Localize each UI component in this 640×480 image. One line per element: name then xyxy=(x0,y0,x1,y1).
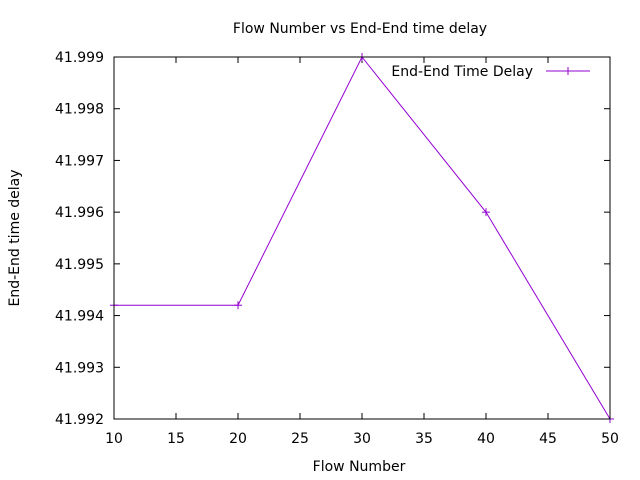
y-tick-label: 41.993 xyxy=(55,360,104,376)
series-line xyxy=(114,56,611,420)
x-tick-label: 35 xyxy=(415,431,433,447)
x-tick-label: 15 xyxy=(167,431,185,447)
x-axis-label: Flow Number xyxy=(313,459,406,475)
y-tick-label: 41.995 xyxy=(55,257,104,273)
y-tick-label: 41.996 xyxy=(55,205,104,221)
x-tick-label: 40 xyxy=(477,431,495,447)
chart-title: Flow Number vs End-End time delay xyxy=(233,21,487,37)
plot-frame xyxy=(113,56,611,420)
x-tick-label: 25 xyxy=(291,431,309,447)
legend: End-End Time Delay xyxy=(391,64,590,80)
y-axis-label: End-End time delay xyxy=(7,169,23,306)
x-tick-label: 30 xyxy=(353,431,371,447)
plot-series xyxy=(110,53,614,423)
x-tick-label: 50 xyxy=(601,431,619,447)
y-tick-label: 41.998 xyxy=(55,102,104,118)
legend-label: End-End Time Delay xyxy=(391,64,533,80)
axis-ticks: 10 15 20 25 30 35 40 45 50 41.992 41.993 41.994 41.9… xyxy=(55,50,619,447)
y-tick-label: 41.999 xyxy=(55,50,104,66)
data-point xyxy=(234,301,242,310)
y-tick-label: 41.994 xyxy=(55,309,104,325)
data-point xyxy=(482,208,490,217)
legend-marker xyxy=(564,67,572,75)
y-tick-label: 41.992 xyxy=(55,412,104,428)
x-tick-label: 20 xyxy=(229,431,247,447)
x-tick-label: 45 xyxy=(539,431,557,447)
x-tick-label: 10 xyxy=(105,431,123,447)
y-tick-label: 41.997 xyxy=(55,153,104,169)
